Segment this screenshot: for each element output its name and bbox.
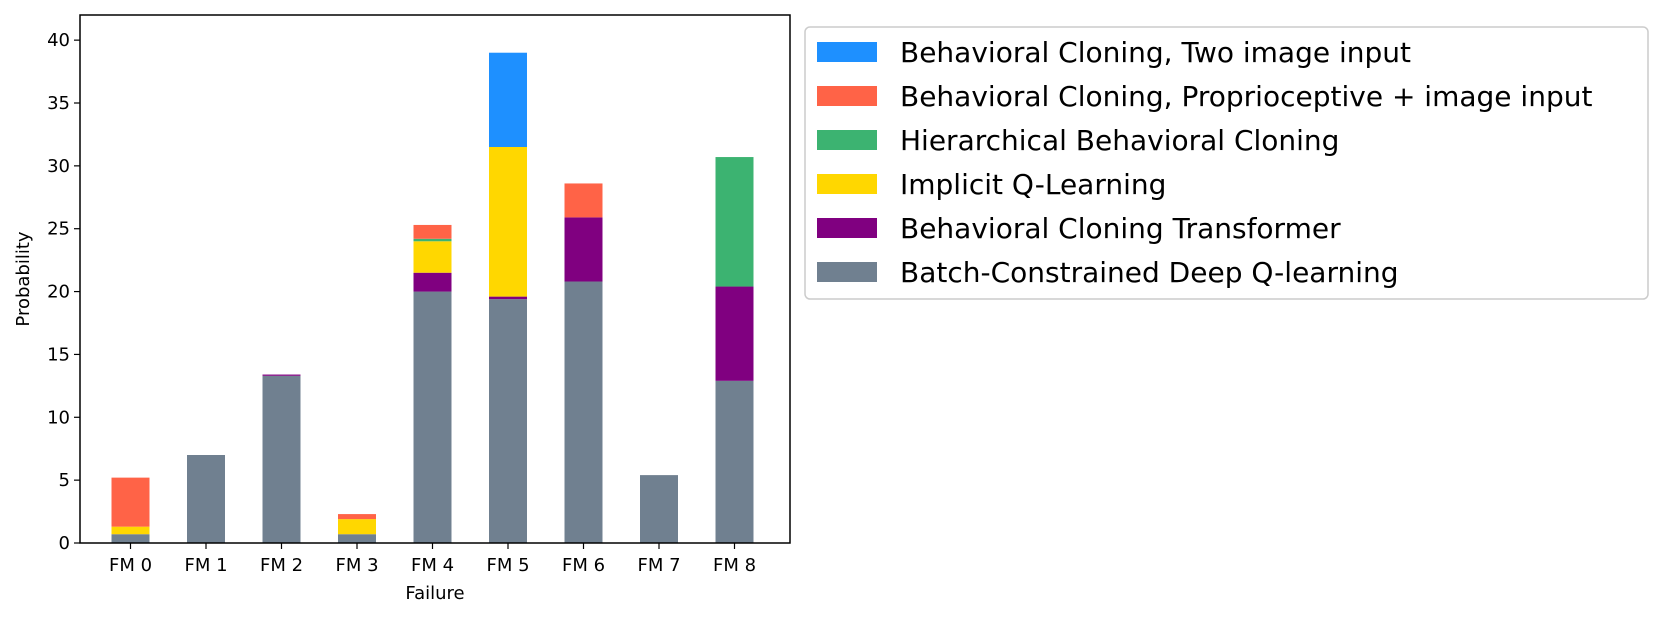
legend-label: Behavioral Cloning, Proprioceptive + ima… <box>900 80 1592 113</box>
bar-fm-2-series-1 <box>262 374 301 376</box>
bar-fm-3-series-0 <box>338 534 376 543</box>
legend-label: Batch-Constrained Deep Q-learning <box>900 256 1399 289</box>
y-tick-label: 35 <box>47 93 70 114</box>
bar-fm-8-series-1 <box>715 286 754 381</box>
legend: Behavioral Cloning, Two image input Behav… <box>804 26 1649 300</box>
bar-fm-5-series-5 <box>489 52 527 147</box>
legend-label: Behavioral Cloning Transformer <box>900 212 1341 245</box>
x-tick-label: FM 5 <box>486 555 529 576</box>
bar-fm-8-series-0 <box>715 380 754 543</box>
y-axis-label: Probability <box>13 231 34 326</box>
legend-swatch <box>817 174 877 194</box>
bar-fm-0-series-2 <box>111 526 150 535</box>
legend-label: Hierarchical Behavioral Cloning <box>900 124 1339 157</box>
bars-layer <box>111 52 754 543</box>
legend-swatch <box>817 42 877 62</box>
x-tick-label: FM 4 <box>411 555 454 576</box>
bar-fm-4-series-1 <box>413 272 452 292</box>
bar-fm-4-series-3 <box>413 238 452 242</box>
x-axis: FM 0 FM 1 FM 2 FM 3 FM 4 FM 5 FM 6 FM 7 FM 8 <box>109 543 756 576</box>
y-tick-label: 0 <box>59 533 70 554</box>
bar-fm-2-series-0 <box>262 375 301 543</box>
legend-label: Behavioral Cloning, Two image input <box>900 36 1411 69</box>
bar-fm-6-series-0 <box>564 281 603 543</box>
bar-fm-8-series-3 <box>715 157 754 287</box>
legend-frame <box>804 26 1649 300</box>
bar-fm-5-series-2 <box>489 147 527 297</box>
bar-fm-4-series-0 <box>413 291 452 543</box>
x-tick-label: FM 0 <box>109 555 152 576</box>
legend-swatch <box>817 86 877 106</box>
x-axis-label: Failure <box>405 583 464 604</box>
x-tick-label: FM 8 <box>713 555 756 576</box>
legend-swatch <box>817 130 877 150</box>
bar-fm-0-series-0 <box>111 534 150 543</box>
y-tick-label: 10 <box>47 407 70 428</box>
x-tick-label: FM 3 <box>335 555 378 576</box>
y-tick-label: 15 <box>47 344 70 365</box>
legend-swatch <box>817 262 877 282</box>
plot-frame <box>79 14 791 544</box>
bar-fm-6-series-4 <box>564 183 603 218</box>
bar-fm-3-series-4 <box>338 514 376 520</box>
legend-label: Implicit Q-Learning <box>900 168 1166 201</box>
x-tick-label: FM 6 <box>562 555 605 576</box>
legend-swatch <box>817 218 877 238</box>
x-tick-label: FM 2 <box>260 555 303 576</box>
y-tick-label: 5 <box>59 470 70 491</box>
bar-fm-5-series-0 <box>489 299 527 543</box>
y-tick-label: 40 <box>47 30 70 51</box>
bar-fm-6-series-1 <box>564 217 603 282</box>
bar-fm-0-series-4 <box>111 477 150 527</box>
y-tick-label: 25 <box>47 219 70 240</box>
bar-fm-4-series-4 <box>413 224 452 239</box>
bar-fm-4-series-2 <box>413 241 452 273</box>
bar-fm-1-series-0 <box>187 455 225 543</box>
x-tick-label: FM 7 <box>637 555 680 576</box>
bar-fm-7-series-0 <box>640 475 678 543</box>
y-tick-label: 30 <box>47 156 70 177</box>
x-tick-label: FM 1 <box>184 555 227 576</box>
bar-fm-3-series-2 <box>338 519 376 535</box>
y-axis: 0 5 10 15 20 25 30 35 40 <box>47 30 80 554</box>
y-tick-label: 20 <box>47 282 70 303</box>
bar-fm-5-series-1 <box>489 296 527 300</box>
